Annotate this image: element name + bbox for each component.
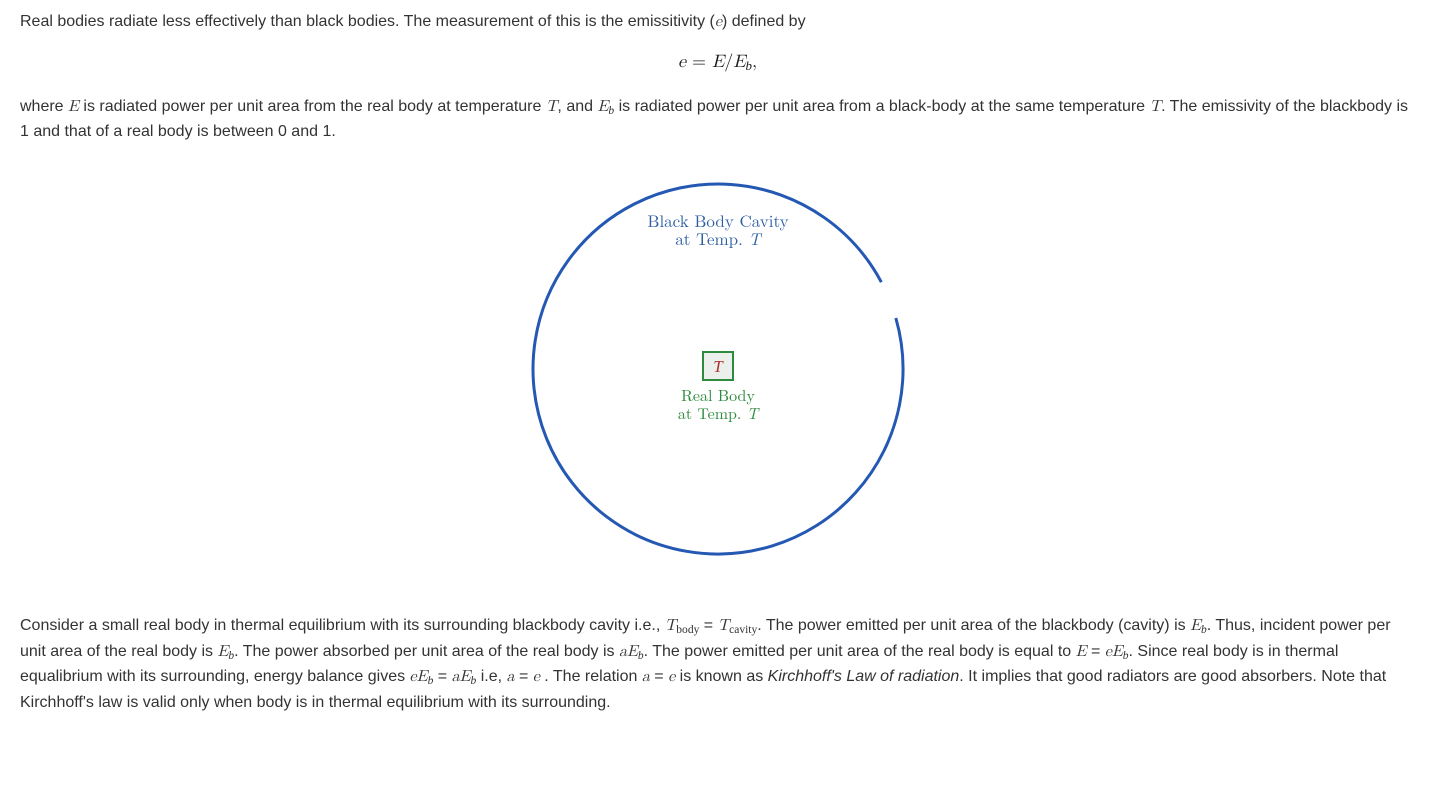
var-Eb-E: E	[217, 644, 228, 660]
var-a: a	[506, 669, 514, 685]
var-Eb-E: E	[460, 669, 471, 685]
text-run: i.e,	[476, 668, 506, 685]
kirchhoff-paragraph: Consider a small real body in thermal eq…	[20, 614, 1415, 716]
cavity-label-line2-prefix: at Temp.	[675, 226, 748, 250]
eq-sign: =	[515, 668, 533, 685]
var-Tcav-T: T	[718, 618, 730, 634]
var-Tbody-sub: body	[676, 624, 699, 636]
var-e: e	[533, 669, 540, 685]
eq-slash: /	[724, 53, 733, 71]
text-run: is radiated power per unit area from the…	[79, 98, 546, 115]
text-run: , and	[557, 98, 597, 115]
figure-cavity-diagram: Black Body Cavity at Temp. T T Real Body…	[20, 169, 1415, 578]
intro-paragraph-1: Real bodies radiate less effectively tha…	[20, 10, 1415, 35]
text-run: is radiated power per unit area from a b…	[614, 98, 1149, 115]
text-run: . The power emitted per unit area of the…	[644, 643, 1076, 660]
var-E: E	[68, 99, 79, 115]
text-run: where	[20, 98, 68, 115]
eq-Eb-E: E	[733, 53, 745, 71]
intro-paragraph-2: where E is radiated power per unit area …	[20, 95, 1415, 146]
eq-equals: =	[686, 53, 712, 71]
text-run: is known as	[675, 668, 767, 685]
kirchhoff-law-name: Kirchhoff's Law of radiation	[768, 668, 960, 685]
equation-emissivity: e = E/Eb,	[20, 49, 1415, 77]
eq-E: E	[712, 53, 724, 71]
var-e: e	[410, 669, 417, 685]
cavity-label-line2: at Temp. T	[675, 226, 762, 250]
var-T: T	[546, 99, 558, 115]
var-a: a	[619, 644, 627, 660]
var-Eb-E: E	[417, 669, 428, 685]
var-a: a	[642, 669, 650, 685]
text-run: . The power absorbed per unit area of th…	[234, 643, 619, 660]
text-run: Real bodies radiate less effectively tha…	[20, 13, 715, 30]
real-body-T: T	[713, 357, 724, 376]
var-Eb-E: E	[597, 99, 608, 115]
cavity-svg: Black Body Cavity at Temp. T T Real Body…	[518, 169, 918, 569]
var-e: e	[1105, 644, 1112, 660]
eq-comma: ,	[752, 53, 757, 71]
var-E: E	[1076, 644, 1087, 660]
eq-sign: =	[699, 617, 717, 634]
text-run: . The power emitted per unit area of the…	[757, 617, 1190, 634]
body-label-line2-T: T	[746, 401, 759, 424]
body-label-line2: at Temp. T	[677, 401, 759, 424]
var-Eb-E: E	[1190, 618, 1201, 634]
var-T: T	[1150, 99, 1162, 115]
eq-sign: =	[433, 668, 451, 685]
var-Eb-E: E	[1112, 644, 1123, 660]
eq-sign: =	[1087, 643, 1105, 660]
eq-sign: =	[650, 668, 668, 685]
var-Eb-E: E	[627, 644, 638, 660]
text-run: ) defined by	[722, 13, 806, 30]
var-a: a	[452, 669, 460, 685]
body-label-line2-prefix: at Temp.	[677, 401, 746, 424]
cavity-label-line2-T: T	[748, 226, 762, 250]
text-run: Consider a small real body in thermal eq…	[20, 617, 665, 634]
text-run: . The relation	[540, 668, 642, 685]
var-Tcav-sub: cavity	[729, 624, 757, 636]
var-Tbody-T: T	[665, 618, 677, 634]
var-e: e	[715, 14, 722, 30]
eq-e: e	[678, 53, 686, 71]
